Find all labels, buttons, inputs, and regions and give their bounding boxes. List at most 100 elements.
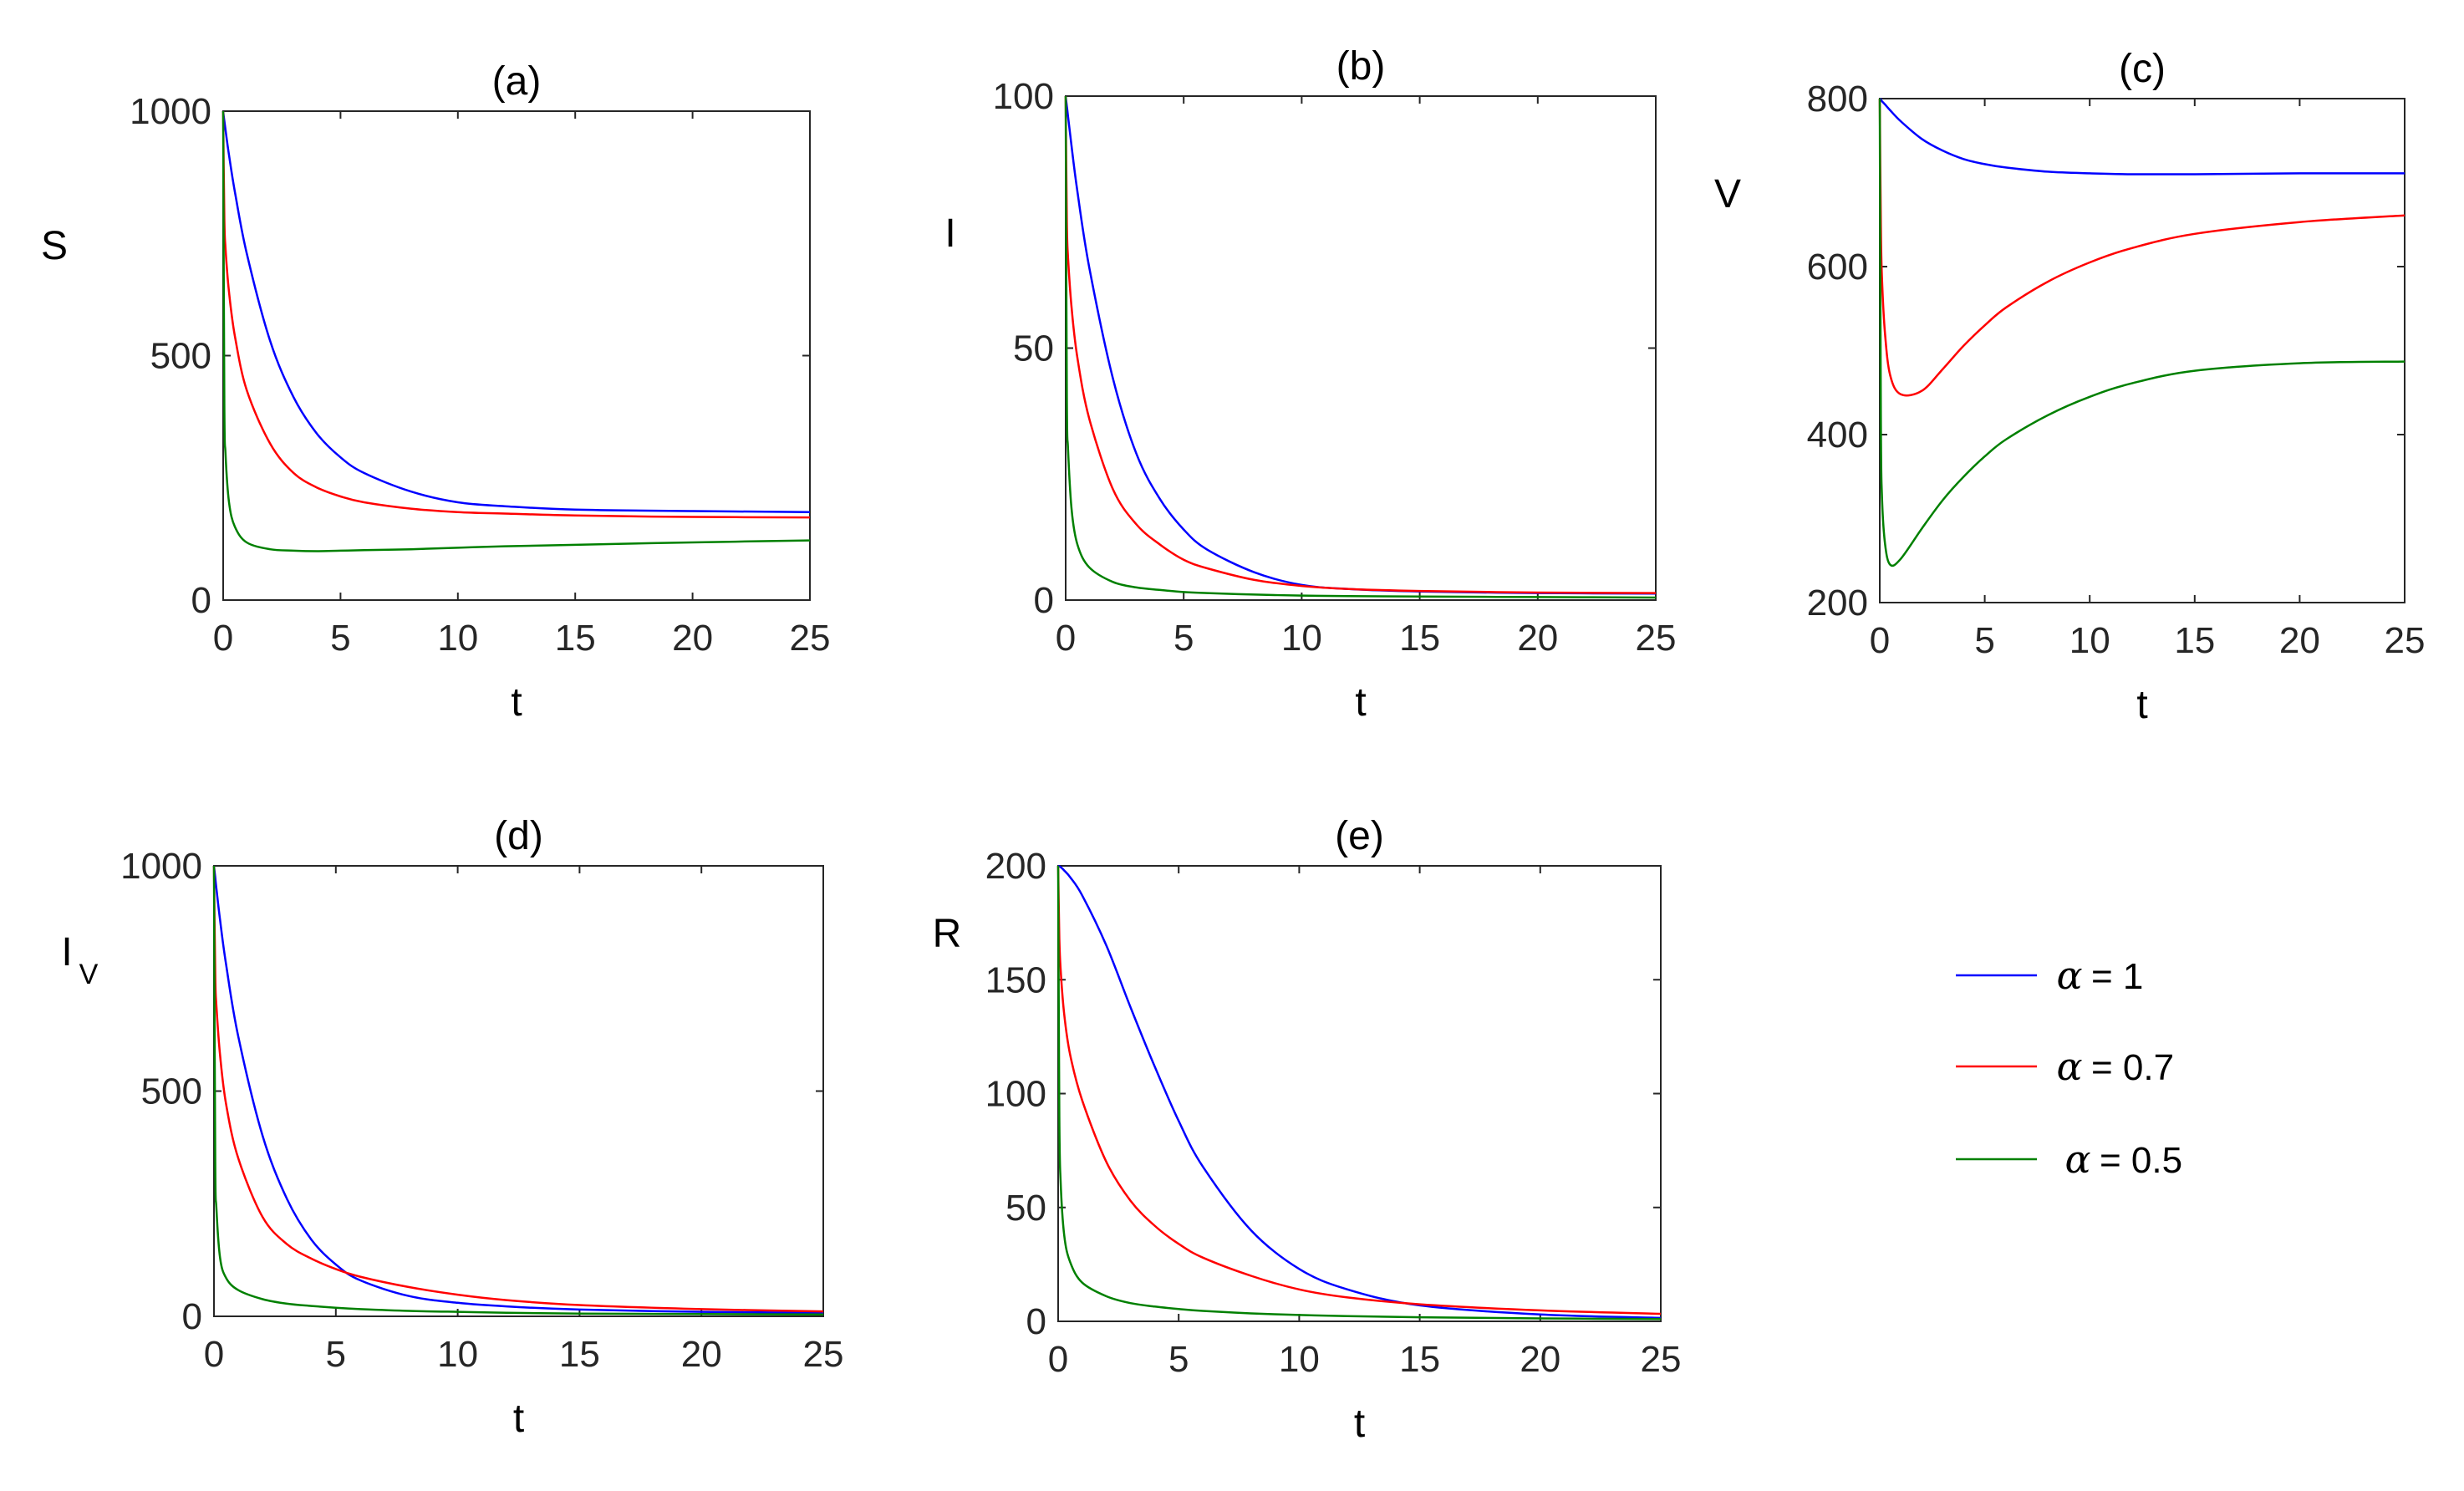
y-axis-label: R: [933, 912, 962, 956]
x-axis-label: t: [511, 680, 522, 725]
y-tick-label: 50: [1005, 1188, 1046, 1229]
legend: α = 1α = 0.7α = 0.5: [1956, 953, 2182, 1182]
x-tick-label: 15: [2174, 620, 2215, 661]
x-tick-label: 15: [1399, 1339, 1440, 1380]
legend-label: = 0.7: [2091, 1047, 2174, 1088]
y-axis-label: I: [61, 930, 72, 974]
legend-item: α = 1: [1956, 953, 2143, 998]
x-tick-label: 20: [681, 1334, 722, 1375]
x-tick-label: 5: [330, 618, 350, 659]
y-axis-label: V: [1714, 172, 1741, 216]
x-tick-label: 5: [1974, 620, 1994, 661]
plot-frame: [1065, 95, 1657, 601]
x-tick-label: 0: [1048, 1339, 1068, 1380]
y-tick-label: 50: [1013, 328, 1054, 369]
y-tick-label: 0: [1026, 1301, 1046, 1342]
series-line-alpha-0-7: [1878, 98, 2405, 397]
series-line-alpha-0-7: [212, 865, 824, 1313]
x-tick-label: 5: [1173, 618, 1194, 659]
legend-label: = 1: [2091, 956, 2143, 997]
y-tick-label: 0: [1034, 580, 1054, 621]
x-tick-label: 25: [2385, 620, 2426, 661]
y-tick-label: 0: [191, 580, 211, 621]
chart-panel-b: 0 5 10 15 20 25 0 50 100 (b) t I: [944, 44, 1676, 725]
series-line-alpha-0-7: [221, 110, 811, 519]
legend-symbol: α: [2056, 1044, 2082, 1089]
series-line-alpha-1: [1057, 864, 1662, 1320]
panel-title: (a): [492, 59, 542, 104]
y-tick-label: 800: [1807, 79, 1868, 120]
panel-title: (d): [494, 814, 543, 858]
y-tick-label: 100: [993, 76, 1054, 117]
x-tick-label: 0: [1056, 618, 1076, 659]
x-tick-label: 10: [437, 1334, 478, 1375]
series-line-alpha-0-7: [1064, 95, 1657, 594]
series-line-alpha-0-7: [1056, 865, 1662, 1315]
x-tick-label: 25: [1636, 618, 1677, 659]
y-tick-label: 100: [985, 1074, 1046, 1115]
legend-item: α = 0.7: [1956, 1044, 2174, 1089]
series-line-alpha-0-5: [1064, 95, 1657, 599]
y-axis-label: I: [944, 211, 955, 256]
plot-frame: [1057, 865, 1662, 1322]
x-tick-label: 10: [2069, 620, 2110, 661]
x-tick-label: 5: [1168, 1339, 1189, 1380]
x-tick-label: 20: [1520, 1339, 1560, 1380]
x-axis-label: t: [2136, 683, 2147, 727]
series-line-alpha-0-5: [221, 110, 811, 552]
x-tick-label: 0: [1870, 620, 1890, 661]
y-tick-label: 200: [1807, 583, 1868, 623]
y-tick-label: 150: [985, 959, 1046, 1000]
series-line-alpha-1: [1064, 95, 1657, 595]
chart-panel-c: 0 5 10 15 20 25 200 400 600 800 (c) t V: [1714, 47, 2425, 727]
y-tick-label: 1000: [120, 846, 202, 887]
x-tick-label: 15: [559, 1334, 600, 1375]
chart-panel-a: 0 5 10 15 20 25 0 500 1000 (a) t S: [41, 59, 830, 725]
panel-title: (b): [1336, 44, 1386, 89]
legend-item: α = 0.5: [1956, 1137, 2182, 1182]
y-tick-label: 500: [150, 336, 211, 377]
chart-panel-e: 0 5 10 15 20 25 0 50 100 150 200 (e) t R: [933, 814, 1682, 1446]
y-tick-label: 1000: [130, 91, 211, 132]
y-axis-label-subscript: V: [79, 959, 99, 990]
series-line-alpha-1: [221, 110, 811, 513]
y-tick-label: 400: [1807, 415, 1868, 455]
x-tick-label: 25: [803, 1334, 844, 1375]
series-line-alpha-1: [212, 865, 824, 1314]
x-tick-label: 10: [1281, 618, 1322, 659]
legend-symbol: α: [2064, 1137, 2090, 1182]
x-tick-label: 20: [672, 618, 713, 659]
y-tick-label: 500: [141, 1071, 202, 1112]
plot-frame: [213, 865, 824, 1317]
x-tick-label: 20: [1517, 618, 1558, 659]
x-axis-label: t: [513, 1397, 524, 1441]
x-tick-label: 20: [2279, 620, 2320, 661]
series-line-alpha-1: [1879, 98, 2405, 176]
x-tick-label: 10: [1279, 1339, 1320, 1380]
x-tick-label: 5: [326, 1334, 346, 1375]
y-tick-label: 200: [985, 846, 1046, 887]
panel-title: (e): [1335, 814, 1384, 858]
x-tick-label: 15: [1399, 618, 1440, 659]
series-line-alpha-0-5: [1878, 98, 2405, 567]
series-line-alpha-0-5: [1056, 865, 1662, 1321]
x-tick-label: 25: [1641, 1339, 1682, 1380]
y-tick-label: 600: [1807, 247, 1868, 288]
x-tick-label: 15: [555, 618, 596, 659]
y-tick-label: 0: [182, 1296, 202, 1337]
legend-symbol: α: [2056, 953, 2082, 998]
x-tick-label: 0: [204, 1334, 224, 1375]
x-tick-label: 25: [790, 618, 831, 659]
plot-frame: [222, 110, 811, 601]
x-tick-label: 0: [213, 618, 233, 659]
series-line-alpha-0-5: [212, 865, 824, 1316]
panel-title: (c): [2119, 47, 2166, 91]
chart-panel-d: 0 5 10 15 20 25 0 500 1000 (d) t I V: [61, 814, 843, 1441]
y-axis-label: S: [41, 224, 68, 268]
x-axis-label: t: [1354, 1402, 1365, 1446]
x-tick-label: 10: [437, 618, 478, 659]
legend-label: = 0.5: [2100, 1140, 2182, 1181]
x-axis-label: t: [1355, 680, 1366, 725]
